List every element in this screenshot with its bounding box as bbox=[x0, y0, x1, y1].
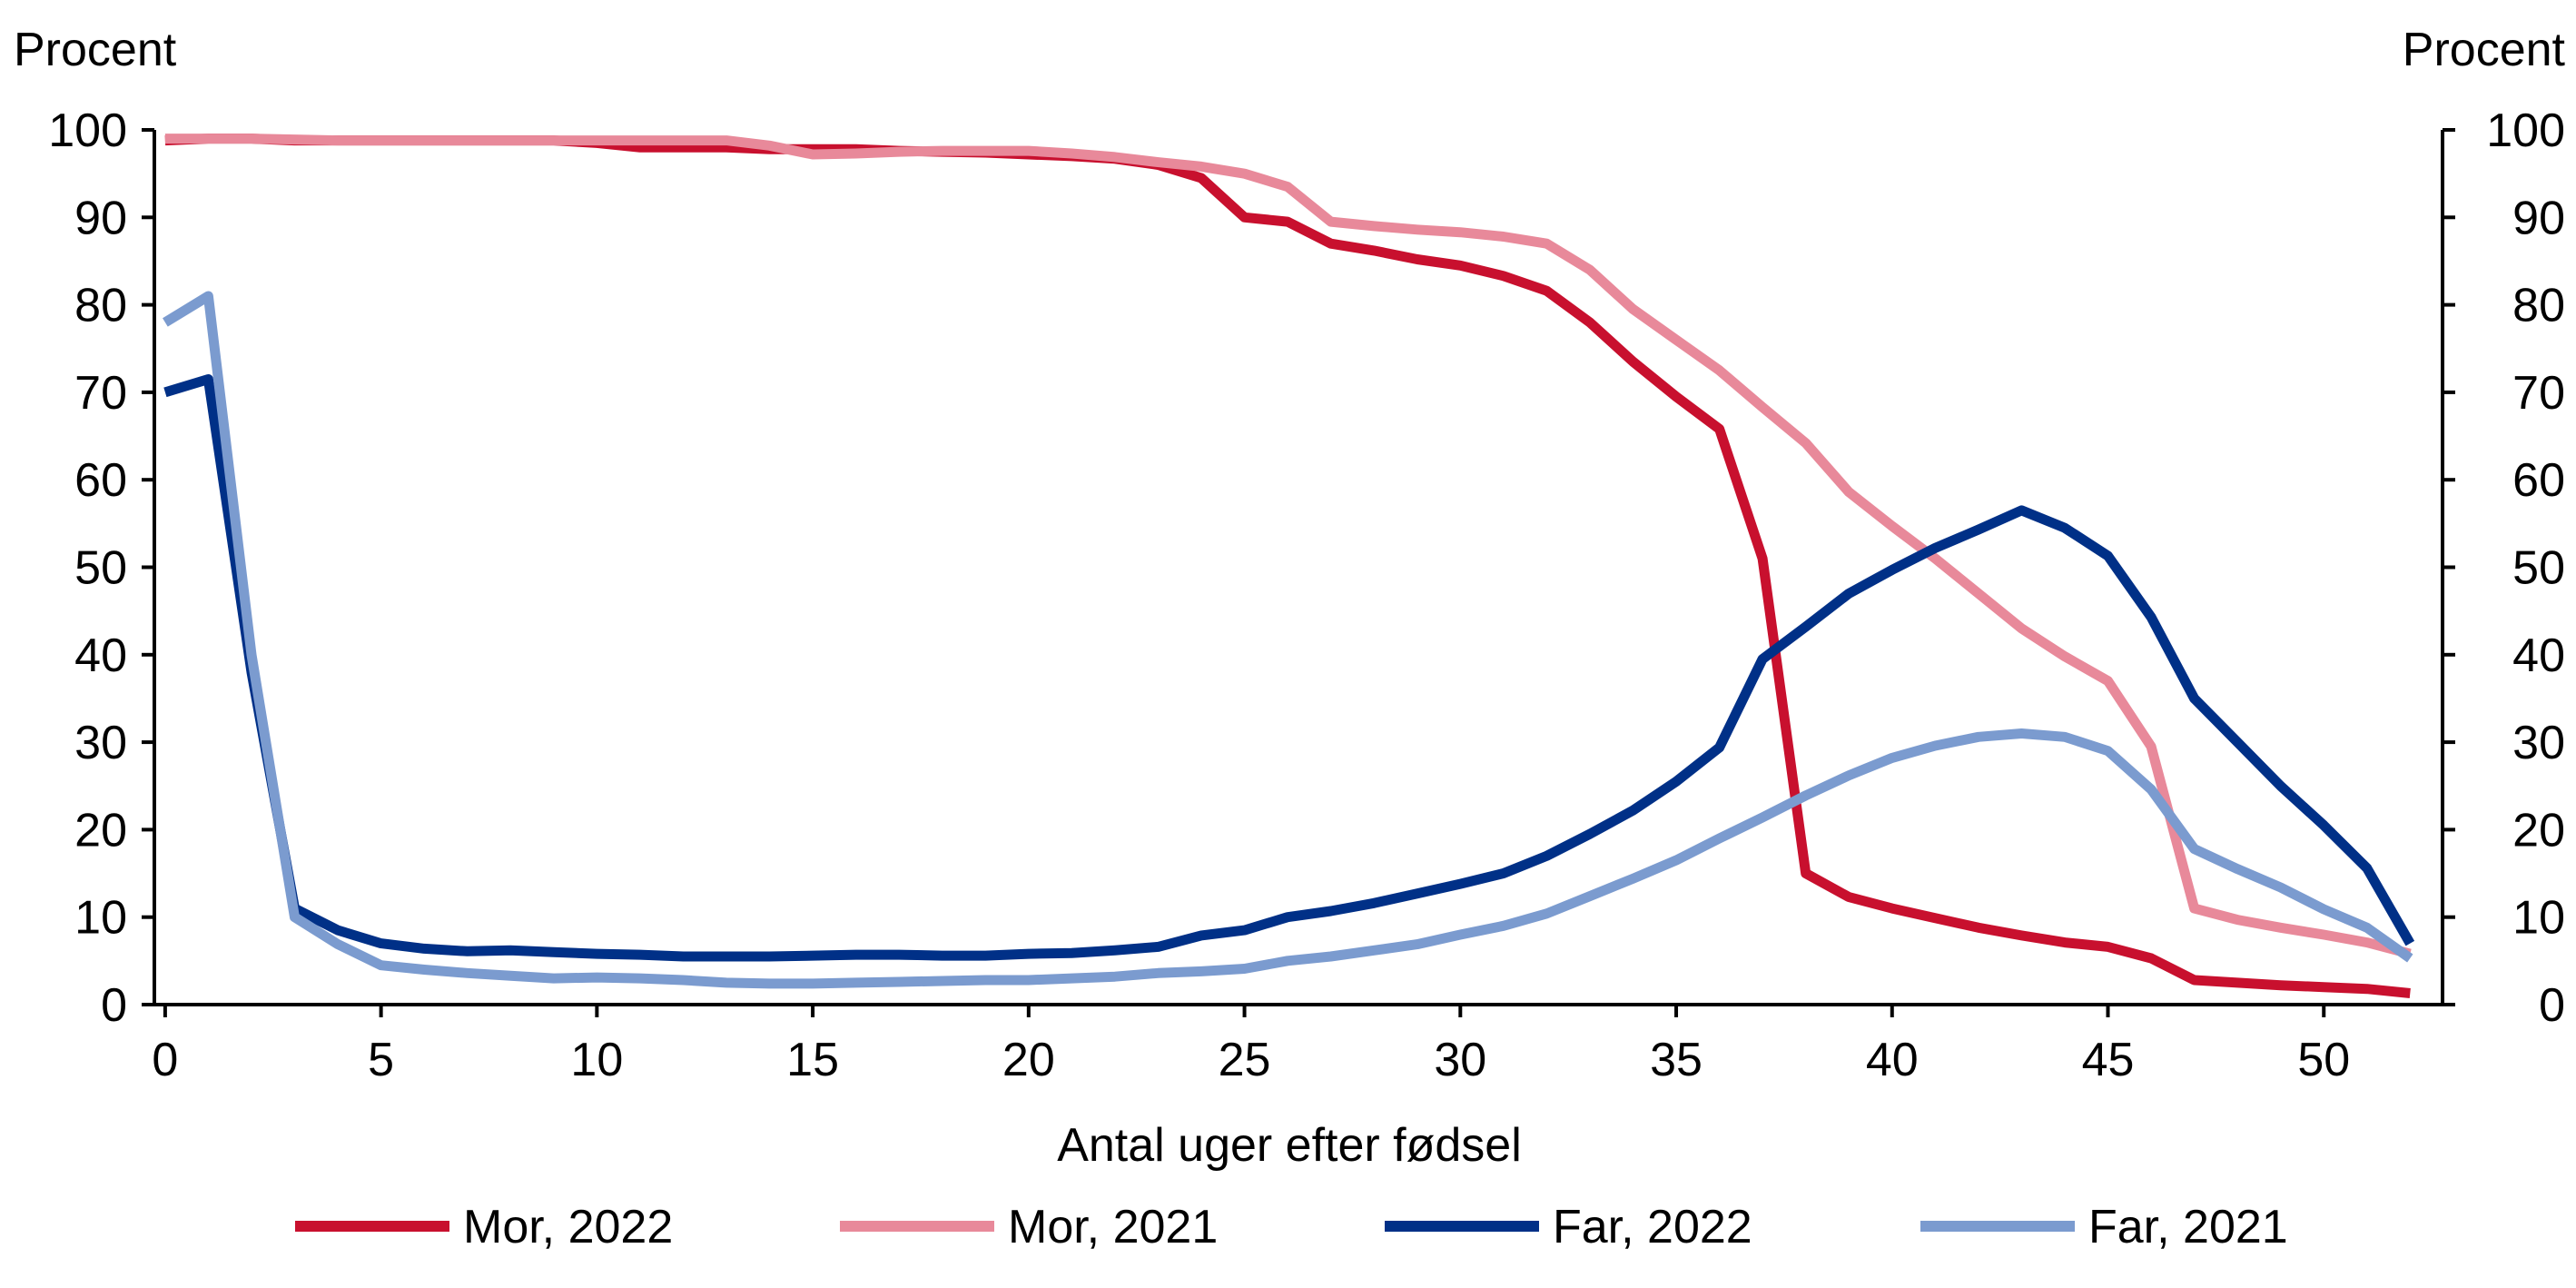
x-tick-label: 25 bbox=[1219, 1034, 1271, 1086]
series-line-1 bbox=[164, 134, 2411, 998]
x-ticks: 0 5 10 15 20 25 30 35 40 45 50 bbox=[152, 1005, 2350, 1086]
y-tick-label-left: 60 bbox=[74, 454, 127, 507]
y-tick-label-left: 100 bbox=[48, 104, 127, 157]
y-tick-label-right: 70 bbox=[2512, 367, 2565, 420]
y-tick-label-left: 10 bbox=[74, 892, 127, 945]
y-tick-label-left: 40 bbox=[74, 629, 127, 682]
axes bbox=[153, 130, 2444, 1006]
y-ticks-right: 0 10 20 30 40 50 60 70 80 90 100 bbox=[2443, 104, 2565, 1032]
x-tick-label: 45 bbox=[2082, 1034, 2135, 1086]
legend-label: Far, 2021 bbox=[2088, 1201, 2288, 1253]
y-tick-label-right: 60 bbox=[2512, 454, 2565, 507]
series-lines bbox=[163, 134, 2415, 998]
y-tick-label-right: 10 bbox=[2512, 892, 2565, 945]
y-tick-label-left: 50 bbox=[74, 542, 127, 595]
y-tick-label-right: 100 bbox=[2486, 104, 2565, 157]
series-line-3 bbox=[163, 374, 2415, 962]
x-tick-label: 5 bbox=[368, 1034, 394, 1086]
y-tick-label-right: 40 bbox=[2512, 629, 2565, 682]
x-tick-label: 15 bbox=[786, 1034, 839, 1086]
x-tick-label: 0 bbox=[152, 1034, 178, 1086]
legend-label: Mor, 2021 bbox=[1008, 1201, 1218, 1253]
y-tick-label-right: 20 bbox=[2512, 804, 2565, 857]
x-tick-label: 20 bbox=[1002, 1034, 1055, 1086]
y-tick-label-left: 0 bbox=[101, 979, 127, 1032]
y-ticks-left: 0 10 20 30 40 50 60 70 80 90 100 bbox=[48, 104, 154, 1032]
y-tick-label-left: 90 bbox=[74, 192, 127, 244]
legend: Mor, 2022 Mor, 2021 Far, 2022 Far, 2021 bbox=[295, 1201, 2288, 1253]
x-tick-label: 40 bbox=[1866, 1034, 1919, 1086]
y-tick-label-right: 90 bbox=[2512, 192, 2565, 244]
x-axis-title: Antal uger efter fødsel bbox=[1057, 1119, 1522, 1172]
series-line-4 bbox=[163, 291, 2413, 989]
y-tick-label-left: 80 bbox=[74, 280, 127, 332]
series-line-2 bbox=[164, 134, 2412, 959]
y-tick-label-right: 30 bbox=[2512, 717, 2565, 769]
y-tick-label-right: 0 bbox=[2539, 979, 2565, 1032]
y-axis-title-right: Procent bbox=[2403, 24, 2566, 76]
y-tick-label-right: 80 bbox=[2512, 280, 2565, 332]
legend-label: Far, 2022 bbox=[1553, 1201, 1752, 1253]
x-tick-label: 35 bbox=[1650, 1034, 1703, 1086]
y-axis-title-left: Procent bbox=[14, 24, 177, 76]
legend-label: Mor, 2022 bbox=[463, 1201, 673, 1253]
y-tick-label-left: 30 bbox=[74, 717, 127, 769]
y-tick-label-right: 50 bbox=[2512, 542, 2565, 595]
y-tick-label-left: 20 bbox=[74, 804, 127, 857]
x-tick-label: 10 bbox=[570, 1034, 623, 1086]
x-tick-label: 30 bbox=[1434, 1034, 1486, 1086]
x-tick-label: 50 bbox=[2297, 1034, 2350, 1086]
y-tick-label-left: 70 bbox=[74, 367, 127, 420]
